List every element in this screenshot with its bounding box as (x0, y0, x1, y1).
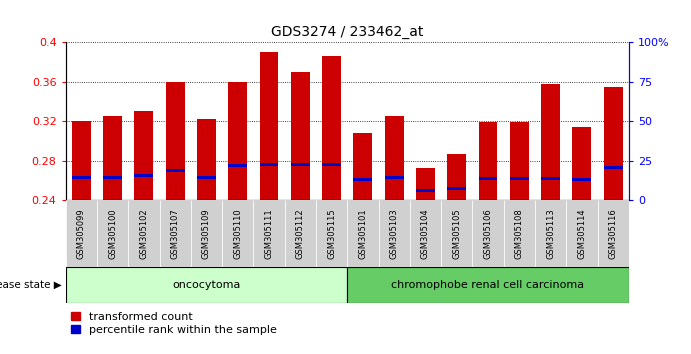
Text: GSM305116: GSM305116 (609, 208, 618, 259)
FancyBboxPatch shape (191, 200, 222, 267)
Bar (197, 176, 216, 179)
Bar (354, 178, 372, 181)
Text: GSM305107: GSM305107 (171, 208, 180, 259)
Bar (103, 176, 122, 179)
FancyBboxPatch shape (566, 200, 598, 267)
FancyBboxPatch shape (254, 200, 285, 267)
Bar (228, 82, 247, 200)
Bar (541, 84, 560, 200)
Text: GSM305110: GSM305110 (234, 208, 243, 259)
FancyBboxPatch shape (66, 267, 348, 303)
Bar (228, 164, 247, 167)
FancyBboxPatch shape (97, 200, 129, 267)
Bar (510, 177, 529, 180)
Bar (103, 116, 122, 200)
Text: GSM305108: GSM305108 (515, 208, 524, 259)
Text: GSM305114: GSM305114 (578, 208, 587, 259)
Bar (260, 52, 278, 200)
Text: GSM305101: GSM305101 (359, 208, 368, 259)
Bar (510, 122, 529, 200)
Bar (135, 112, 153, 200)
Bar (479, 177, 498, 180)
Text: GSM305099: GSM305099 (77, 208, 86, 259)
FancyBboxPatch shape (441, 200, 473, 267)
Bar (572, 127, 591, 200)
FancyBboxPatch shape (535, 200, 566, 267)
Bar (447, 154, 466, 200)
Bar (322, 163, 341, 166)
FancyBboxPatch shape (598, 200, 629, 267)
FancyBboxPatch shape (348, 200, 379, 267)
Bar (135, 174, 153, 177)
Title: GDS3274 / 233462_at: GDS3274 / 233462_at (271, 25, 424, 39)
Text: chromophobe renal cell carcinoma: chromophobe renal cell carcinoma (392, 280, 585, 290)
Legend: transformed count, percentile rank within the sample: transformed count, percentile rank withi… (71, 312, 277, 335)
FancyBboxPatch shape (222, 200, 254, 267)
FancyBboxPatch shape (410, 200, 441, 267)
FancyBboxPatch shape (285, 200, 316, 267)
Text: GSM305109: GSM305109 (202, 208, 211, 259)
Text: GSM305104: GSM305104 (421, 208, 430, 259)
Text: oncocytoma: oncocytoma (172, 280, 240, 290)
Text: disease state ▶: disease state ▶ (0, 280, 62, 290)
Bar (291, 163, 310, 166)
Bar (447, 187, 466, 190)
Bar (322, 56, 341, 200)
Bar (291, 72, 310, 200)
Bar (166, 82, 184, 200)
Text: GSM305111: GSM305111 (265, 208, 274, 259)
Text: GSM305115: GSM305115 (327, 208, 336, 259)
FancyBboxPatch shape (379, 200, 410, 267)
Bar (416, 189, 435, 192)
Text: GSM305106: GSM305106 (484, 208, 493, 259)
Text: GSM305103: GSM305103 (390, 208, 399, 259)
Bar (385, 176, 404, 179)
Bar (197, 119, 216, 200)
Text: GSM305113: GSM305113 (546, 208, 555, 259)
Bar (385, 116, 404, 200)
FancyBboxPatch shape (66, 200, 97, 267)
FancyBboxPatch shape (504, 200, 535, 267)
Bar (416, 167, 435, 200)
Bar (72, 121, 91, 200)
Bar (604, 166, 623, 169)
FancyBboxPatch shape (348, 267, 629, 303)
Bar (541, 177, 560, 180)
Bar (354, 133, 372, 200)
Bar (166, 169, 184, 172)
Bar (479, 122, 498, 200)
Text: GSM305112: GSM305112 (296, 208, 305, 259)
Text: GSM305100: GSM305100 (108, 208, 117, 259)
FancyBboxPatch shape (160, 200, 191, 267)
Bar (604, 87, 623, 200)
Text: GSM305102: GSM305102 (140, 208, 149, 259)
Bar (72, 176, 91, 179)
Bar (572, 178, 591, 181)
Bar (260, 163, 278, 166)
FancyBboxPatch shape (473, 200, 504, 267)
FancyBboxPatch shape (129, 200, 160, 267)
FancyBboxPatch shape (316, 200, 348, 267)
Text: GSM305105: GSM305105 (452, 208, 461, 259)
